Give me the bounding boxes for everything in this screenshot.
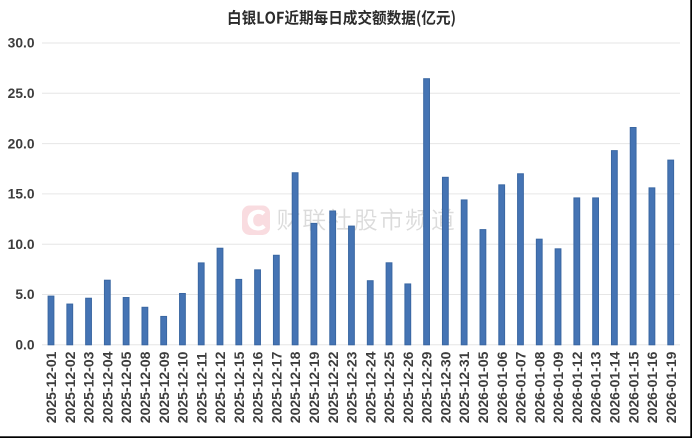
svg-text:10.0: 10.0: [8, 237, 35, 252]
svg-text:2025-12-30: 2025-12-30: [437, 351, 453, 423]
svg-text:20.0: 20.0: [8, 136, 35, 151]
svg-text:2025-12-26: 2025-12-26: [400, 351, 416, 423]
svg-text:2025-12-01: 2025-12-01: [43, 351, 59, 423]
svg-text:2025-12-04: 2025-12-04: [99, 351, 115, 423]
svg-text:2025-12-19: 2025-12-19: [306, 351, 322, 423]
svg-text:2025-12-25: 2025-12-25: [381, 351, 397, 423]
svg-text:2026-01-08: 2026-01-08: [531, 351, 547, 423]
svg-text:2026-01-15: 2026-01-15: [625, 351, 641, 423]
svg-text:2025-12-24: 2025-12-24: [362, 351, 378, 423]
svg-text:2025-12-22: 2025-12-22: [325, 351, 341, 423]
svg-text:25.0: 25.0: [8, 86, 35, 101]
svg-text:2025-12-18: 2025-12-18: [287, 351, 303, 423]
svg-text:2025-12-23: 2025-12-23: [344, 351, 360, 423]
svg-text:2026-01-09: 2026-01-09: [550, 351, 566, 423]
svg-text:2025-12-08: 2025-12-08: [137, 351, 153, 423]
svg-text:2025-12-31: 2025-12-31: [456, 351, 472, 423]
svg-text:2025-12-11: 2025-12-11: [193, 352, 209, 423]
svg-text:30.0: 30.0: [8, 36, 35, 51]
svg-text:2025-12-03: 2025-12-03: [81, 351, 97, 423]
svg-text:2025-12-17: 2025-12-17: [268, 351, 284, 423]
svg-text:2025-12-10: 2025-12-10: [175, 351, 191, 423]
svg-text:2025-12-09: 2025-12-09: [156, 351, 172, 423]
svg-text:2026-01-14: 2026-01-14: [606, 351, 622, 423]
svg-text:2025-12-02: 2025-12-02: [62, 351, 78, 423]
svg-text:2026-01-06: 2026-01-06: [494, 351, 510, 423]
svg-text:2025-12-29: 2025-12-29: [419, 351, 435, 423]
svg-text:2025-12-05: 2025-12-05: [118, 351, 134, 423]
svg-text:2026-01-16: 2026-01-16: [644, 351, 660, 423]
svg-text:2026-01-19: 2026-01-19: [663, 351, 679, 423]
svg-text:2025-12-12: 2025-12-12: [212, 351, 228, 423]
svg-text:2026-01-12: 2026-01-12: [569, 351, 585, 423]
svg-text:2025-12-16: 2025-12-16: [250, 351, 266, 423]
svg-text:5.0: 5.0: [15, 287, 35, 302]
svg-text:2026-01-13: 2026-01-13: [588, 351, 604, 423]
svg-text:2026-01-07: 2026-01-07: [513, 351, 529, 423]
svg-text:0.0: 0.0: [15, 338, 35, 353]
svg-text:15.0: 15.0: [8, 187, 35, 202]
svg-text:2025-12-15: 2025-12-15: [231, 351, 247, 423]
svg-text:2026-01-05: 2026-01-05: [475, 351, 491, 423]
